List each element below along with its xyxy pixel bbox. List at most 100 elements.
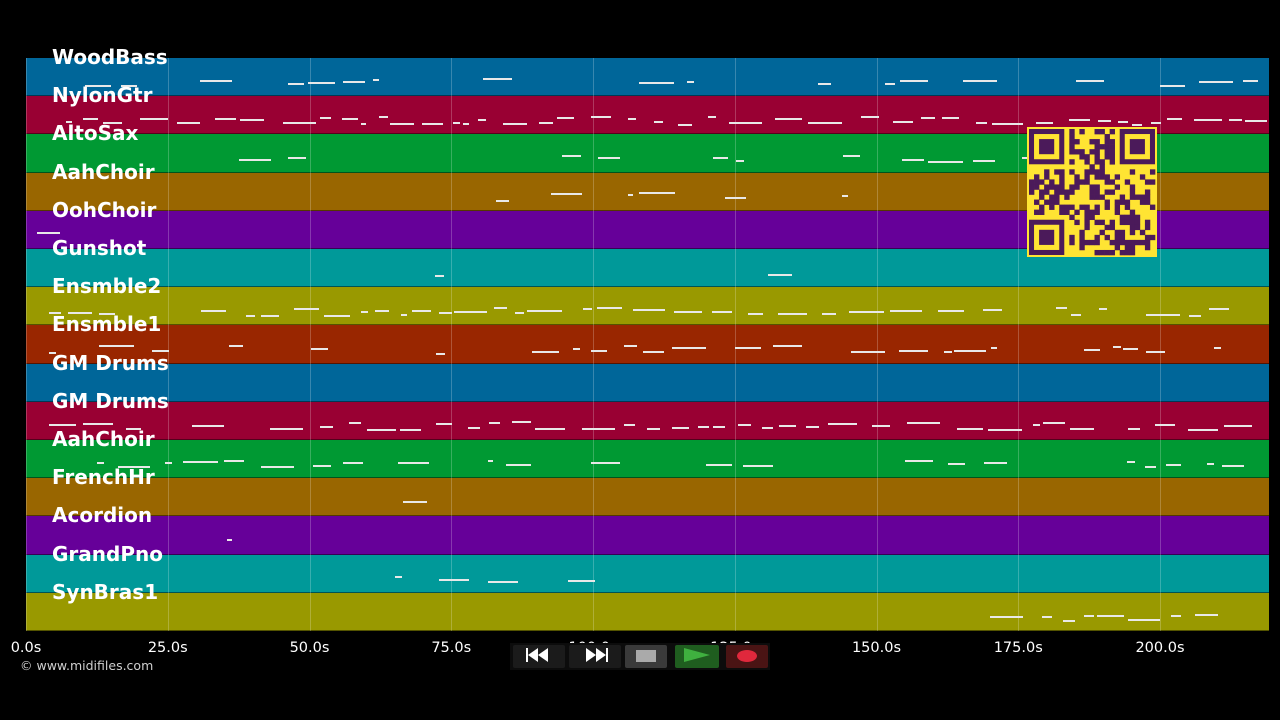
time-tick-label: 50.0s	[289, 640, 330, 656]
note-mark	[435, 274, 444, 277]
record-button[interactable]	[726, 645, 768, 668]
note-mark	[478, 119, 486, 122]
note-mark	[921, 117, 936, 120]
time-tick-label: 200.0s	[1135, 640, 1185, 656]
note-mark	[872, 424, 890, 427]
note-mark	[489, 422, 500, 425]
fast-forward-button[interactable]	[569, 645, 621, 668]
note-mark	[1160, 85, 1185, 88]
track-lane	[26, 58, 1269, 97]
grid-line	[309, 58, 311, 631]
note-mark	[590, 462, 621, 465]
note-mark	[438, 578, 469, 581]
note-mark	[1042, 616, 1052, 619]
grid-line	[593, 58, 594, 631]
note-mark	[65, 120, 73, 123]
time-tick-label: 175.0s	[993, 640, 1043, 656]
note-mark	[1122, 348, 1138, 351]
note-mark	[729, 121, 762, 124]
note-mark	[1097, 614, 1125, 617]
note-mark	[1033, 424, 1040, 427]
time-tick-label: 150.0s	[851, 640, 902, 656]
note-mark	[904, 460, 934, 463]
play-button[interactable]	[675, 645, 719, 668]
note-mark	[572, 348, 580, 351]
track-label: OohChoir	[52, 197, 157, 222]
note-mark	[627, 117, 637, 120]
note-mark	[531, 351, 560, 354]
note-mark	[972, 159, 995, 162]
note-mark	[1098, 307, 1107, 310]
note-mark	[1208, 307, 1229, 310]
time-tick-label: 25.0s	[147, 640, 188, 656]
note-mark	[1069, 428, 1095, 431]
note-mark	[229, 345, 243, 348]
note-mark	[1242, 80, 1258, 83]
note-mark	[152, 349, 170, 352]
note-mark	[435, 422, 452, 425]
note-mark	[672, 426, 690, 429]
note-mark	[983, 308, 1003, 311]
note-mark	[183, 460, 219, 463]
stop-icon	[636, 647, 656, 666]
note-mark	[1042, 422, 1065, 425]
note-mark	[98, 313, 116, 316]
note-mark	[762, 427, 773, 430]
note-mark	[843, 155, 861, 158]
track-lane	[26, 401, 1269, 440]
note-mark	[435, 353, 445, 356]
note-mark	[98, 345, 135, 348]
note-mark	[889, 310, 922, 313]
note-mark	[502, 122, 527, 125]
note-mark	[737, 424, 752, 427]
track-label: WoodBass	[52, 45, 168, 69]
note-mark	[260, 314, 279, 317]
note-mark	[778, 425, 796, 428]
note-mark	[623, 345, 638, 348]
note-mark	[120, 85, 138, 88]
note-mark	[807, 122, 842, 125]
note-mark	[624, 423, 635, 426]
note-mark	[83, 118, 99, 121]
note-mark	[902, 159, 925, 162]
note-mark	[538, 121, 554, 124]
note-mark	[199, 79, 232, 82]
track-label: AltoSax	[52, 121, 139, 146]
note-mark	[342, 118, 359, 121]
note-mark	[818, 83, 832, 86]
note-mark	[390, 123, 414, 126]
stop-button[interactable]	[625, 645, 667, 668]
note-mark	[639, 81, 674, 84]
note-mark	[957, 427, 984, 430]
note-mark	[312, 464, 331, 467]
note-mark	[581, 427, 616, 430]
note-mark	[282, 121, 317, 124]
note-mark	[1151, 122, 1161, 125]
play-icon	[684, 647, 710, 666]
note-mark	[568, 579, 596, 582]
note-mark	[1127, 619, 1160, 622]
note-mark	[378, 116, 388, 119]
note-mark	[938, 310, 965, 313]
qr-code	[1027, 127, 1157, 257]
note-mark	[551, 193, 583, 196]
time-tick-label: 75.0s	[431, 640, 472, 656]
rewind-icon	[526, 647, 552, 666]
note-mark	[85, 85, 111, 88]
rewind-button[interactable]	[513, 645, 565, 668]
note-mark	[841, 194, 848, 197]
track-lane	[26, 516, 1269, 555]
note-mark	[394, 575, 403, 578]
note-mark	[678, 123, 692, 126]
note-mark	[725, 196, 746, 199]
note-mark	[983, 461, 1007, 464]
note-mark	[628, 193, 634, 196]
credit-text: © www.midifiles.com	[20, 658, 154, 673]
note-mark	[561, 155, 582, 158]
note-mark	[1145, 465, 1156, 468]
note-mark	[493, 306, 507, 309]
note-mark	[1194, 118, 1222, 121]
note-mark	[226, 538, 233, 541]
note-mark	[735, 347, 761, 350]
note-mark	[307, 81, 335, 84]
